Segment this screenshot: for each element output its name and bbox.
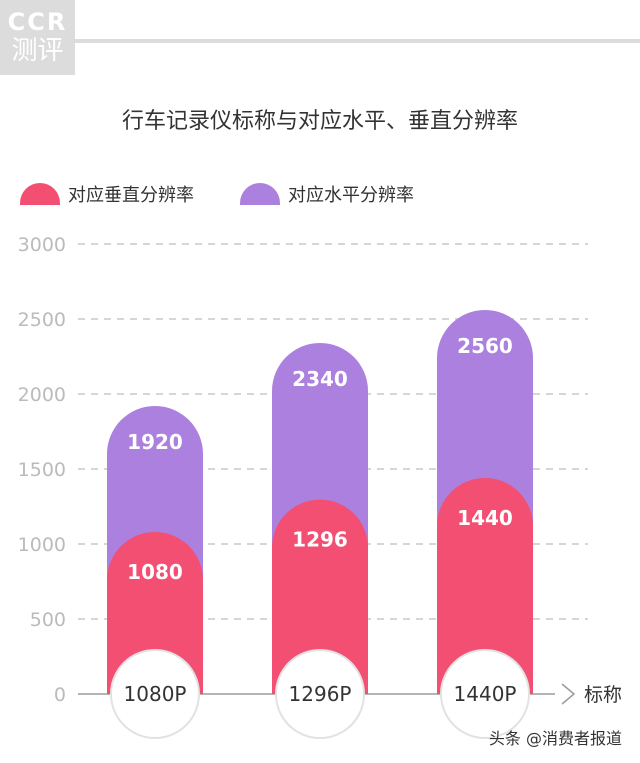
chart-title: 行车记录仪标称与对应水平、垂直分辨率 xyxy=(121,109,518,134)
header-divider xyxy=(75,39,640,43)
category-label: 1440P xyxy=(454,682,517,706)
legend-swatch-horizontal xyxy=(240,183,280,205)
footer-credit: 头条 @消费者报道 xyxy=(488,729,622,748)
x-axis-arrow-icon xyxy=(561,683,576,705)
y-tick-label: 0 xyxy=(54,684,66,706)
data-label-horizontal: 2340 xyxy=(292,367,348,391)
category-badge xyxy=(440,649,530,739)
legend-label-horizontal: 对应水平分辨率 xyxy=(288,185,414,206)
x-axis-label: 标称 xyxy=(584,684,622,706)
legend-item-horizontal: 对应水平分辨率 xyxy=(240,181,414,207)
category-label: 1080P xyxy=(124,682,187,706)
bar-vertical xyxy=(272,499,368,694)
y-tick-label: 2000 xyxy=(18,384,66,406)
y-tick-label: 1000 xyxy=(18,534,66,556)
category-badge xyxy=(110,649,200,739)
data-label-vertical: 1440 xyxy=(457,506,513,530)
bar-vertical xyxy=(107,532,203,694)
y-tick-label: 1500 xyxy=(18,459,66,481)
data-label-vertical: 1296 xyxy=(292,528,348,552)
logo-text-review: 测评 xyxy=(11,35,64,66)
bar-vertical xyxy=(437,478,533,694)
legend-label-vertical: 对应垂直分辨率 xyxy=(68,185,194,206)
legend-item-vertical: 对应垂直分辨率 xyxy=(20,181,194,207)
data-label-vertical: 1080 xyxy=(127,560,183,584)
legend-swatch-vertical xyxy=(20,183,60,205)
category-label: 1296P xyxy=(289,682,352,706)
y-tick-label: 3000 xyxy=(18,234,66,256)
y-tick-label: 500 xyxy=(30,609,66,631)
data-label-horizontal: 2560 xyxy=(457,334,513,358)
logo-text-ccr: CCR xyxy=(7,7,68,36)
category-badge xyxy=(275,649,365,739)
y-tick-label: 2500 xyxy=(18,309,66,331)
data-label-horizontal: 1920 xyxy=(127,430,183,454)
ccr-logo: CCR 测评 xyxy=(0,0,75,75)
